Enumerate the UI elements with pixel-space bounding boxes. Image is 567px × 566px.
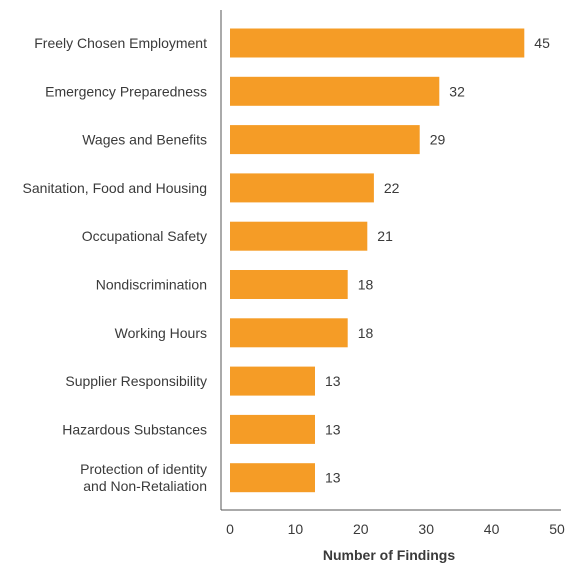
x-tick-label: 0 <box>226 521 234 537</box>
category-label: Wages and Benefits <box>82 132 207 148</box>
bar <box>230 28 525 58</box>
category-label: Emergency Preparedness <box>45 83 207 99</box>
bar <box>230 173 374 203</box>
value-labels: 45 32 29 22 21 18 18 13 13 13 <box>325 35 550 486</box>
value-label: 18 <box>358 277 374 293</box>
value-label: 22 <box>384 180 400 196</box>
x-tick-label: 50 <box>549 521 565 537</box>
x-axis-ticks: 0 10 20 30 40 50 <box>226 521 565 537</box>
value-label: 32 <box>449 83 465 99</box>
bar <box>230 463 315 493</box>
value-label: 13 <box>325 373 341 389</box>
value-label: 45 <box>534 35 550 51</box>
value-label: 13 <box>325 470 341 486</box>
bar <box>230 318 348 348</box>
x-tick-label: 10 <box>288 521 304 537</box>
category-label: and Non-Retaliation <box>83 478 207 494</box>
bar <box>230 366 315 396</box>
value-label: 18 <box>358 325 374 341</box>
x-axis-title: Number of Findings <box>323 547 455 563</box>
category-label: Sanitation, Food and Housing <box>23 180 207 196</box>
category-label: Working Hours <box>115 325 207 341</box>
value-label: 29 <box>430 132 446 148</box>
category-labels: Freely Chosen Employment Emergency Prepar… <box>23 35 208 494</box>
bar <box>230 414 315 444</box>
x-tick-label: 40 <box>484 521 500 537</box>
value-label: 13 <box>325 421 341 437</box>
value-label: 21 <box>377 228 393 244</box>
x-tick-label: 30 <box>418 521 434 537</box>
bar <box>230 125 420 155</box>
category-label: Hazardous Substances <box>62 421 207 437</box>
bar <box>230 76 440 106</box>
category-label: Freely Chosen Employment <box>34 35 207 51</box>
category-label: Protection of identity <box>80 461 207 477</box>
bars-layer <box>230 28 525 493</box>
category-label: Occupational Safety <box>82 228 207 244</box>
bar <box>230 221 368 251</box>
bar <box>230 270 348 299</box>
category-label: Supplier Responsibility <box>65 373 207 389</box>
x-tick-label: 20 <box>353 521 369 537</box>
category-label: Nondiscrimination <box>96 277 207 293</box>
